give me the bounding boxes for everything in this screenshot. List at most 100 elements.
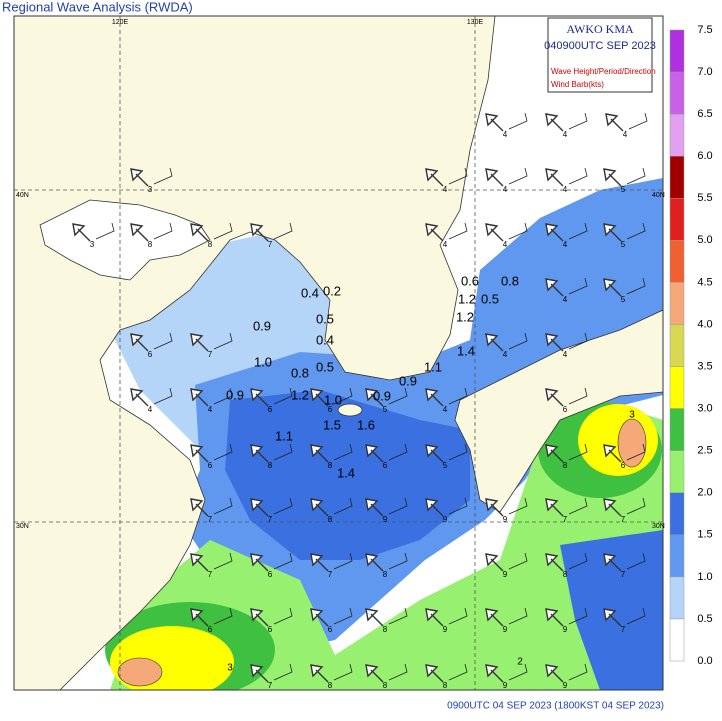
wind-barb	[153, 167, 173, 185]
wind-barb	[273, 552, 293, 570]
wave-arrow	[190, 553, 209, 572]
colorbar-label: 6.0	[697, 150, 712, 162]
bohai-sea	[39, 199, 211, 281]
wind-barb	[273, 443, 293, 461]
period-label: 9	[443, 515, 448, 524]
height-label: 0.4	[316, 332, 334, 347]
wave-arrow	[425, 223, 444, 242]
sea-blue	[225, 390, 470, 560]
wave-arrow	[130, 388, 149, 407]
wave-arrow	[310, 388, 329, 407]
wind-barb	[388, 663, 408, 681]
period-label: 6	[268, 570, 273, 579]
colorbar-band	[669, 618, 685, 662]
colorbar-band	[669, 408, 685, 451]
height-label: 1.6	[357, 417, 375, 432]
wind-barb	[333, 497, 353, 515]
period-label: 6	[328, 625, 333, 634]
wind-barb	[628, 112, 648, 130]
colorbar-label: 6.5	[697, 108, 712, 120]
wind-barb	[508, 663, 528, 681]
colorbar-label: 0.5	[697, 613, 712, 625]
wave-arrow	[485, 223, 504, 242]
wave-arrow	[545, 278, 564, 297]
height-label: 0.8	[291, 365, 309, 380]
colorbar-band	[669, 282, 685, 325]
wave-arrow	[545, 553, 564, 572]
wind-barb	[153, 387, 173, 405]
wind-barb	[273, 663, 293, 681]
period-label: 8	[328, 515, 333, 524]
period-label: 6	[268, 405, 273, 414]
colorbar-label: 7.0	[697, 66, 712, 78]
height-label: 1.1	[275, 428, 293, 443]
wind-barb	[333, 443, 353, 461]
wave-arrow	[425, 444, 444, 463]
height-label: 0.4	[301, 285, 319, 300]
colorbar-label: 2.5	[697, 445, 712, 457]
period-label: 9	[503, 625, 508, 634]
sea-orange	[617, 418, 647, 468]
height-label: 1.2	[456, 309, 474, 324]
wind-barb	[508, 552, 528, 570]
period-label: 9	[563, 625, 568, 634]
colorbar-band	[669, 71, 685, 115]
height-label: 0.9	[373, 388, 391, 403]
height-label: 1.4	[457, 343, 475, 358]
wave-arrow	[545, 664, 564, 683]
wind-barb	[626, 167, 646, 185]
wind-barb	[568, 167, 588, 185]
wave-arrow	[545, 388, 564, 407]
contour-label: 2	[517, 657, 523, 668]
wave-arrow	[250, 553, 269, 572]
wind-barb	[448, 167, 468, 185]
period-label: 6	[383, 461, 388, 470]
wind-barb	[153, 332, 173, 350]
period-label: 7	[268, 681, 273, 690]
period-label: 5	[621, 295, 626, 304]
period-label: 7	[621, 570, 626, 579]
period-label: 4	[563, 130, 568, 139]
wave-arrow	[310, 608, 329, 627]
wave-arrow	[190, 608, 209, 627]
wind-barb	[273, 497, 293, 515]
height-label: 0.9	[253, 318, 271, 333]
period-label: 6	[148, 350, 153, 359]
period-label: 4	[563, 350, 568, 359]
wave-arrow	[545, 333, 564, 352]
wind-barb	[508, 222, 528, 240]
wind-barb	[213, 607, 233, 625]
period-label: 7	[621, 625, 626, 634]
wave-arrow	[190, 333, 209, 352]
height-label: 0.6	[461, 273, 479, 288]
period-label: 7	[621, 515, 626, 524]
period-label: 4	[503, 185, 508, 194]
period-label: 8	[443, 681, 448, 690]
wind-barb	[333, 387, 353, 405]
wave-arrow	[425, 664, 444, 683]
colorbar-band	[669, 240, 685, 283]
lat-label: 30N	[16, 523, 29, 530]
wind-barb	[568, 387, 588, 405]
period-label: 9	[563, 681, 568, 690]
wind-barb	[388, 443, 408, 461]
wave-arrow	[190, 444, 209, 463]
colorbar-band	[669, 450, 685, 493]
wave-arrow	[545, 168, 564, 187]
wind-barb	[568, 497, 588, 515]
wave-arrow	[310, 444, 329, 463]
island	[337, 403, 363, 417]
colorbar-band	[669, 113, 685, 157]
colorbar-label: 1.0	[697, 571, 712, 583]
colorbar-band	[669, 366, 685, 409]
period-label: 6	[208, 461, 213, 470]
map-legend: AWKO KMA 040900UTC SEP 2023 Wave Height/…	[544, 17, 656, 93]
period-label: 8	[268, 461, 273, 470]
wind-barb	[508, 607, 528, 625]
wave-arrow	[603, 498, 622, 517]
colorbar-label: 4.5	[697, 276, 712, 288]
height-label: 1.4	[337, 465, 355, 480]
wind-barb	[333, 552, 353, 570]
period-label: 5	[621, 240, 626, 249]
